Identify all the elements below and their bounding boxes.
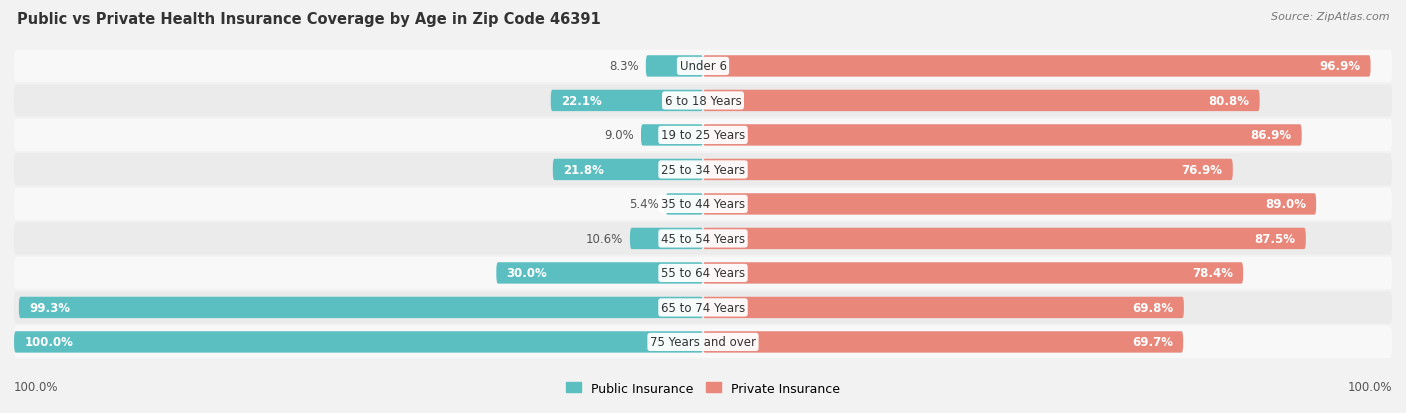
Text: 25 to 34 Years: 25 to 34 Years xyxy=(661,164,745,176)
Text: 22.1%: 22.1% xyxy=(561,95,602,108)
Text: Source: ZipAtlas.com: Source: ZipAtlas.com xyxy=(1271,12,1389,22)
Text: 30.0%: 30.0% xyxy=(506,267,547,280)
Text: 89.0%: 89.0% xyxy=(1265,198,1306,211)
Text: 87.5%: 87.5% xyxy=(1254,233,1295,245)
FancyBboxPatch shape xyxy=(703,263,1243,284)
FancyBboxPatch shape xyxy=(553,159,703,181)
FancyBboxPatch shape xyxy=(14,119,1392,152)
Text: 45 to 54 Years: 45 to 54 Years xyxy=(661,233,745,245)
Text: 5.4%: 5.4% xyxy=(628,198,659,211)
Text: 99.3%: 99.3% xyxy=(30,301,70,314)
Text: 35 to 44 Years: 35 to 44 Years xyxy=(661,198,745,211)
Text: 86.9%: 86.9% xyxy=(1250,129,1291,142)
Text: 10.6%: 10.6% xyxy=(586,233,623,245)
FancyBboxPatch shape xyxy=(703,159,1233,181)
Text: 69.7%: 69.7% xyxy=(1132,336,1173,349)
FancyBboxPatch shape xyxy=(14,51,1392,83)
Text: Under 6: Under 6 xyxy=(679,60,727,73)
Text: 80.8%: 80.8% xyxy=(1208,95,1250,108)
Text: 65 to 74 Years: 65 to 74 Years xyxy=(661,301,745,314)
Text: 76.9%: 76.9% xyxy=(1181,164,1222,176)
Text: 78.4%: 78.4% xyxy=(1192,267,1233,280)
FancyBboxPatch shape xyxy=(703,297,1184,318)
Text: 6 to 18 Years: 6 to 18 Years xyxy=(665,95,741,108)
FancyBboxPatch shape xyxy=(641,125,703,146)
FancyBboxPatch shape xyxy=(14,85,1392,117)
FancyBboxPatch shape xyxy=(14,331,703,353)
FancyBboxPatch shape xyxy=(703,56,1371,78)
FancyBboxPatch shape xyxy=(496,263,703,284)
FancyBboxPatch shape xyxy=(630,228,703,249)
FancyBboxPatch shape xyxy=(703,125,1302,146)
FancyBboxPatch shape xyxy=(703,331,1184,353)
Text: 55 to 64 Years: 55 to 64 Years xyxy=(661,267,745,280)
Text: 19 to 25 Years: 19 to 25 Years xyxy=(661,129,745,142)
FancyBboxPatch shape xyxy=(551,90,703,112)
FancyBboxPatch shape xyxy=(645,56,703,78)
Text: 21.8%: 21.8% xyxy=(564,164,605,176)
Text: 100.0%: 100.0% xyxy=(14,380,59,393)
Text: 100.0%: 100.0% xyxy=(1347,380,1392,393)
FancyBboxPatch shape xyxy=(703,228,1306,249)
Legend: Public Insurance, Private Insurance: Public Insurance, Private Insurance xyxy=(561,377,845,399)
FancyBboxPatch shape xyxy=(14,188,1392,221)
Text: 100.0%: 100.0% xyxy=(24,336,73,349)
Text: 75 Years and over: 75 Years and over xyxy=(650,336,756,349)
FancyBboxPatch shape xyxy=(14,326,1392,358)
FancyBboxPatch shape xyxy=(18,297,703,318)
Text: 96.9%: 96.9% xyxy=(1319,60,1360,73)
FancyBboxPatch shape xyxy=(703,194,1316,215)
FancyBboxPatch shape xyxy=(703,90,1260,112)
FancyBboxPatch shape xyxy=(14,154,1392,186)
Text: 8.3%: 8.3% xyxy=(609,60,638,73)
FancyBboxPatch shape xyxy=(14,223,1392,255)
Text: 69.8%: 69.8% xyxy=(1132,301,1174,314)
Text: 9.0%: 9.0% xyxy=(605,129,634,142)
Text: Public vs Private Health Insurance Coverage by Age in Zip Code 46391: Public vs Private Health Insurance Cover… xyxy=(17,12,600,27)
FancyBboxPatch shape xyxy=(14,257,1392,290)
FancyBboxPatch shape xyxy=(666,194,703,215)
FancyBboxPatch shape xyxy=(14,292,1392,324)
